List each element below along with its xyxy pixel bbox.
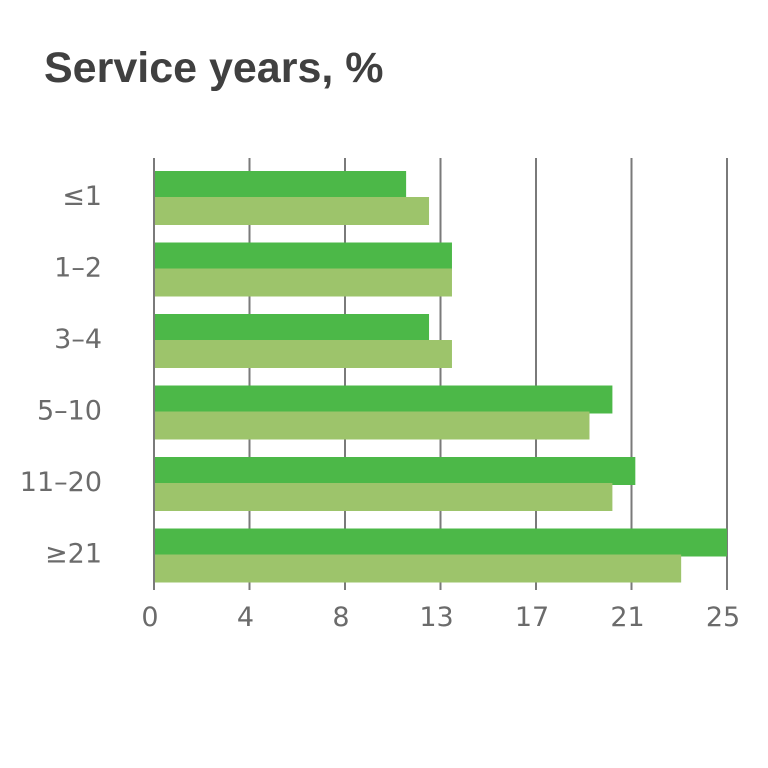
y-category-label: 1–2 [54, 253, 102, 284]
chart-title: Service years, % [44, 44, 384, 92]
x-tick-label: 4 [237, 602, 254, 633]
x-tick-label: 17 [515, 602, 549, 633]
bar [154, 457, 636, 485]
bar [154, 411, 590, 440]
bar [154, 528, 727, 557]
gridlines [248, 158, 728, 590]
bar [154, 314, 430, 342]
bar [154, 340, 452, 368]
y-category-label: 3–4 [54, 324, 102, 355]
bar [154, 483, 613, 511]
bars [154, 171, 727, 583]
bar [154, 197, 430, 225]
bar [154, 171, 407, 199]
x-tick-label: 8 [332, 602, 349, 633]
x-tick-label: 21 [610, 602, 644, 633]
y-category-label: ≥21 [45, 539, 102, 570]
x-axis-tick-labels: 0 4 8 13 17 21 25 [141, 602, 740, 633]
bar [154, 242, 452, 271]
bar [154, 385, 613, 414]
y-category-label: ≤1 [62, 181, 102, 212]
bar [154, 554, 682, 583]
x-tick-label: 0 [141, 602, 158, 633]
bar [154, 268, 452, 297]
y-category-label: 5–10 [37, 396, 102, 427]
x-tick-label: 25 [706, 602, 740, 633]
y-category-label: 11–20 [20, 467, 102, 498]
y-axis-category-labels: ≤1 1–2 3–4 5–10 11–20 ≥21 [20, 181, 102, 570]
x-tick-label: 13 [419, 602, 453, 633]
